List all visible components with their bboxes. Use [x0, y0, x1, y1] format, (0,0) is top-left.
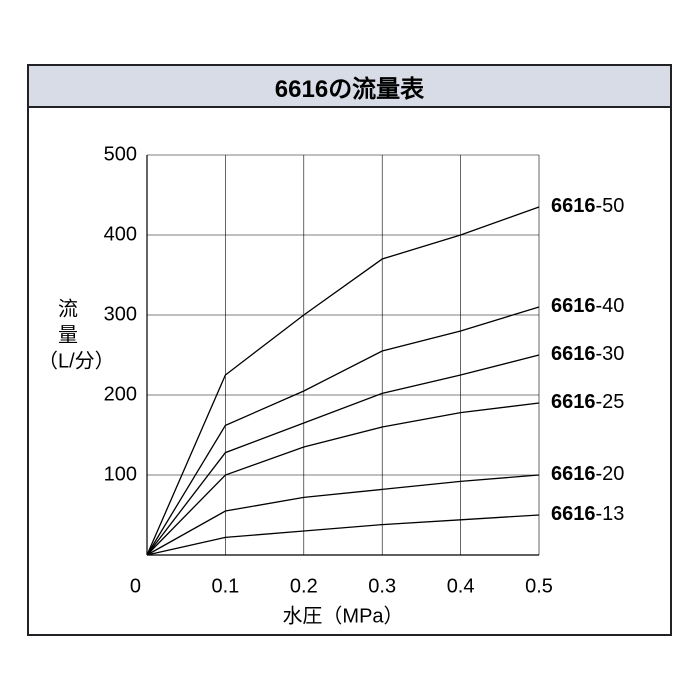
series-line-6616-40: [147, 307, 539, 555]
series-label-6616-20: 6616-20: [551, 463, 624, 485]
series-line-6616-13: [147, 515, 539, 555]
series-label-6616-40: 6616-40: [551, 295, 624, 317]
x-tick-label: 0.1: [211, 576, 239, 598]
x-tick-label: 0.3: [368, 576, 396, 598]
y-axis-label-line: （L/分）: [38, 349, 115, 372]
y-tick-label: 500: [104, 143, 137, 165]
chart-svg: 0 0.1 0.2 0.3 0.4 0.5 100 200 300 400 500 水圧（MPa） 流量…: [0, 0, 700, 700]
x-tick-label: 0.2: [290, 576, 318, 598]
series-line-6616-50: [147, 207, 539, 555]
y-tick-label: 400: [104, 223, 137, 245]
y-axis-label-line: 量: [58, 324, 78, 346]
x-tick-label: 0: [130, 576, 141, 598]
series-label-6616-13: 6616-13: [551, 503, 624, 525]
x-axis-label: 水圧（MPa）: [282, 605, 403, 628]
series-line-6616-30: [147, 355, 539, 555]
series-line-6616-20: [147, 475, 539, 555]
x-tick-label: 0.4: [447, 576, 475, 598]
y-tick-label: 200: [104, 383, 137, 405]
x-tick-label: 0.5: [525, 576, 553, 598]
y-tick-label: 300: [104, 303, 137, 325]
y-tick-label: 100: [104, 463, 137, 485]
y-axis-label-line: 流: [58, 297, 78, 320]
series-label-6616-30: 6616-30: [551, 343, 624, 365]
series-label-6616-50: 6616-50: [551, 195, 624, 217]
series-label-6616-25: 6616-25: [551, 391, 624, 413]
